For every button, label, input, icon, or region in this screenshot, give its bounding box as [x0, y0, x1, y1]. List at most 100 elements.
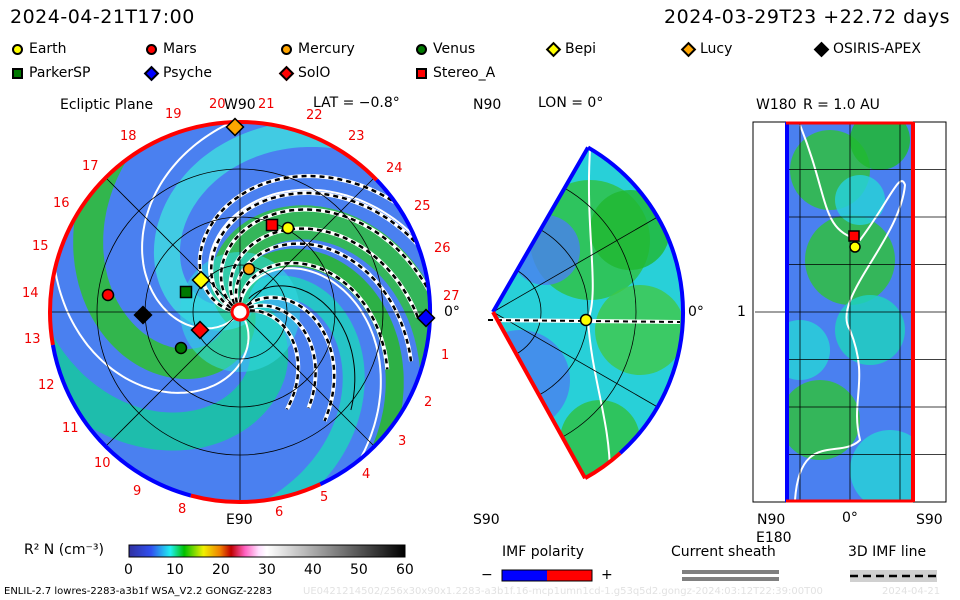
current-sheath-label: Current sheath	[671, 544, 776, 560]
osiris-apex-marker	[133, 305, 153, 325]
imf-minus: −	[481, 567, 493, 583]
imf-line	[209, 191, 430, 309]
circle-marker-icon	[416, 43, 427, 55]
legend-item-bepi: Bepi	[545, 41, 596, 57]
legend-label: Bepi	[565, 41, 596, 57]
distance-ring	[493, 263, 542, 361]
imf-line	[246, 296, 336, 422]
legend-item-earth: Earth	[12, 41, 67, 57]
legend-label: Earth	[29, 41, 67, 57]
legend-item-parkersp: ParkerSP	[12, 65, 90, 81]
day-label: 3	[398, 434, 407, 449]
distance-ring	[493, 216, 589, 408]
radial-s90-label: S90	[916, 512, 943, 528]
day-label: 22	[306, 108, 323, 123]
distance-ring	[493, 168, 637, 456]
axis-line	[493, 311, 658, 408]
square-marker-icon	[416, 67, 427, 79]
day-label: 17	[82, 159, 99, 174]
ecliptic-panel	[50, 122, 430, 502]
earth-marker	[281, 221, 295, 235]
legend-item-solo: SolO	[278, 65, 330, 81]
imf-line	[249, 309, 300, 410]
day-label: 16	[53, 196, 70, 211]
day-label: 25	[414, 199, 431, 214]
polarity-arc-negative	[50, 344, 192, 498]
day-label: 4	[362, 467, 371, 482]
density-blob	[850, 430, 913, 502]
imf-line	[198, 174, 414, 312]
density-blob	[835, 295, 905, 365]
day-label: 24	[386, 161, 403, 176]
polarity-edge-negative	[491, 146, 590, 313]
day-label: 1	[441, 348, 450, 363]
run-info: 2024-03-29T23 +22.72 days	[664, 6, 950, 28]
lucy-marker	[225, 117, 245, 137]
ecliptic-title: Ecliptic Plane	[60, 97, 154, 113]
day-label: 27	[443, 289, 460, 304]
colorbar-label: R² N (cm⁻³)	[24, 542, 104, 558]
imf-positive-swatch	[547, 570, 592, 581]
e180-label: E180	[756, 530, 792, 546]
timestamp: 2024-04-21T17:00	[10, 6, 195, 28]
legend-item-psyche: Psyche	[143, 65, 212, 81]
radial-0-label: 0°	[842, 510, 858, 526]
model-version: ENLIL-2.7 lowres-2283-a3b1f WSA_V2.2 GON…	[4, 586, 273, 597]
day-label: 6	[275, 505, 284, 520]
radius-label: R = 1.0 AU	[803, 97, 880, 113]
legend-item-mars: Mars	[146, 41, 197, 57]
density-blob	[493, 330, 570, 430]
current-sheath-swatch	[682, 570, 779, 574]
axis-line	[493, 216, 658, 313]
legend-label: OSIRIS-APEX	[833, 41, 921, 57]
current-sheath-line	[207, 188, 430, 362]
density-blob	[850, 122, 910, 170]
day-label: 11	[62, 421, 79, 436]
colorbar-tick: 40	[304, 562, 322, 578]
legend-item-mercury: Mercury	[281, 41, 355, 57]
imf-line	[248, 304, 317, 409]
day-label: 13	[24, 332, 41, 347]
legend-item-lucy: Lucy	[680, 41, 733, 57]
day-label: 21	[258, 97, 275, 112]
earth-marker	[579, 313, 593, 327]
legend-label: Venus	[433, 41, 476, 57]
imf-line	[238, 261, 389, 370]
polarity-arc-negative	[319, 178, 432, 487]
run-id: UE0421214502/256x30x90x1.2283-a3b1f.16-m…	[303, 586, 823, 597]
stereo-a-marker	[848, 230, 860, 242]
solo-marker	[190, 320, 210, 340]
imf-polarity-label: IMF polarity	[502, 544, 585, 560]
legend-item-venus: Venus	[416, 41, 475, 57]
day-label: 5	[320, 490, 329, 505]
w180-label: W180	[756, 97, 797, 113]
ecliptic-0-label: 0°	[444, 304, 460, 320]
colorbar-tick: 20	[212, 562, 230, 578]
earth-marker	[849, 241, 861, 253]
square-marker-icon	[12, 67, 23, 79]
sun-icon	[230, 302, 250, 322]
day-label: 12	[38, 378, 55, 393]
legend-label: ParkerSP	[29, 65, 91, 81]
imf-swatch-frame	[501, 569, 593, 582]
imf-line	[219, 208, 430, 311]
polarity-edge-positive	[491, 311, 587, 480]
legend-label: Mars	[163, 41, 197, 57]
parker-marker	[179, 285, 193, 299]
density-blob	[590, 190, 670, 270]
day-label: 23	[348, 129, 365, 144]
current-sheath-swatch	[682, 577, 779, 581]
day-label: 20	[209, 97, 226, 112]
stereo-a-marker	[265, 218, 279, 232]
legend-label: Lucy	[700, 41, 733, 57]
day-label: 26	[434, 241, 451, 256]
n90-label: N90	[473, 97, 502, 113]
radial-mid-label: 1	[737, 304, 746, 320]
legend-label: Mercury	[298, 41, 355, 57]
polarity-arc-positive	[584, 451, 622, 480]
imf-line-label: 3D IMF line	[848, 544, 927, 560]
lon-label: LON = 0°	[538, 95, 604, 111]
colorbar-tick: 60	[396, 562, 414, 578]
e90-label: E90	[226, 512, 253, 528]
